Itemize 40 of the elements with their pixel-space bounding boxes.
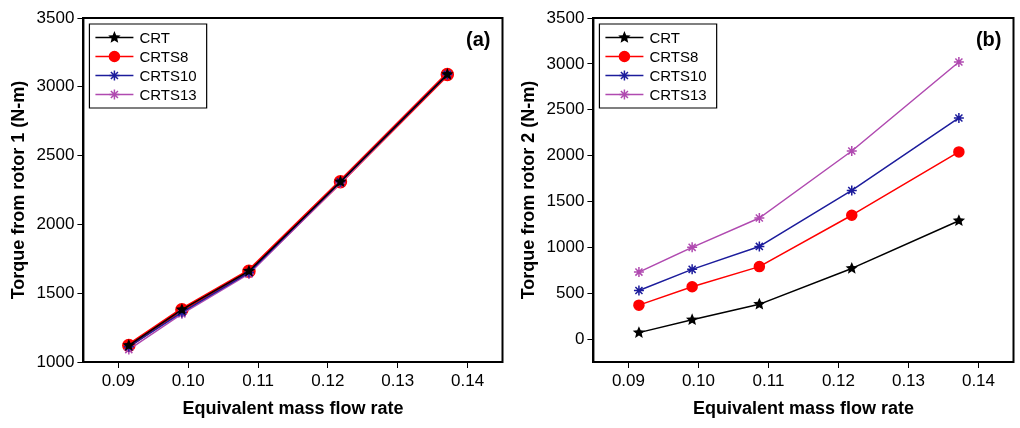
- x-tick-label: 0.09: [101, 370, 135, 390]
- x-axis-title: Equivalent mass flow rate: [182, 398, 404, 419]
- y-axis-title: Torque from rotor 1 (N-m): [7, 80, 28, 300]
- y-tick-label: 1000: [546, 237, 585, 257]
- annotation: (a): [466, 27, 491, 50]
- legend-label: CRTS10: [139, 66, 197, 84]
- x-axis-title: Equivalent mass flow rate: [692, 398, 914, 419]
- x-tick-label: 0.14: [961, 370, 996, 390]
- legend-label: CRT: [139, 28, 170, 46]
- y-tick-label: 3000: [546, 53, 585, 73]
- x-tick-label: 0.14: [451, 370, 485, 390]
- y-tick-label: 1000: [36, 351, 75, 371]
- legend-label: CRTS8: [649, 47, 699, 65]
- y-axis-title: Torque from rotor 2 (N-m): [517, 80, 538, 300]
- y-tick-label: 2000: [36, 214, 75, 234]
- legend-label: CRTS13: [649, 85, 707, 103]
- annotation: (b): [975, 27, 1002, 50]
- x-tick-label: 0.13: [891, 370, 926, 390]
- y-tick-label: 500: [556, 282, 585, 302]
- legend-label: CRTS13: [139, 85, 197, 103]
- y-tick-label: 2500: [36, 145, 75, 165]
- y-tick-label: 1500: [546, 191, 585, 211]
- x-tick-label: 0.09: [611, 370, 645, 390]
- y-tick-label: 3000: [36, 76, 75, 96]
- y-tick-label: 0: [574, 328, 585, 348]
- x-tick-label: 0.11: [242, 370, 274, 390]
- y-tick-label: 1500: [36, 282, 75, 302]
- x-tick-label: 0.10: [171, 370, 205, 390]
- legend-label: CRTS8: [139, 47, 189, 65]
- y-tick-label: 3500: [36, 7, 75, 27]
- x-tick-label: 0.12: [311, 370, 345, 390]
- x-tick-label: 0.11: [752, 370, 785, 390]
- legend-label: CRT: [649, 28, 680, 46]
- y-tick-label: 2000: [546, 145, 585, 165]
- legend-label: CRTS10: [649, 66, 707, 84]
- y-tick-label: 3500: [546, 7, 585, 27]
- x-tick-label: 0.10: [681, 370, 715, 390]
- y-tick-label: 2500: [546, 99, 585, 119]
- x-tick-label: 0.13: [381, 370, 415, 390]
- x-tick-label: 0.12: [821, 370, 856, 390]
